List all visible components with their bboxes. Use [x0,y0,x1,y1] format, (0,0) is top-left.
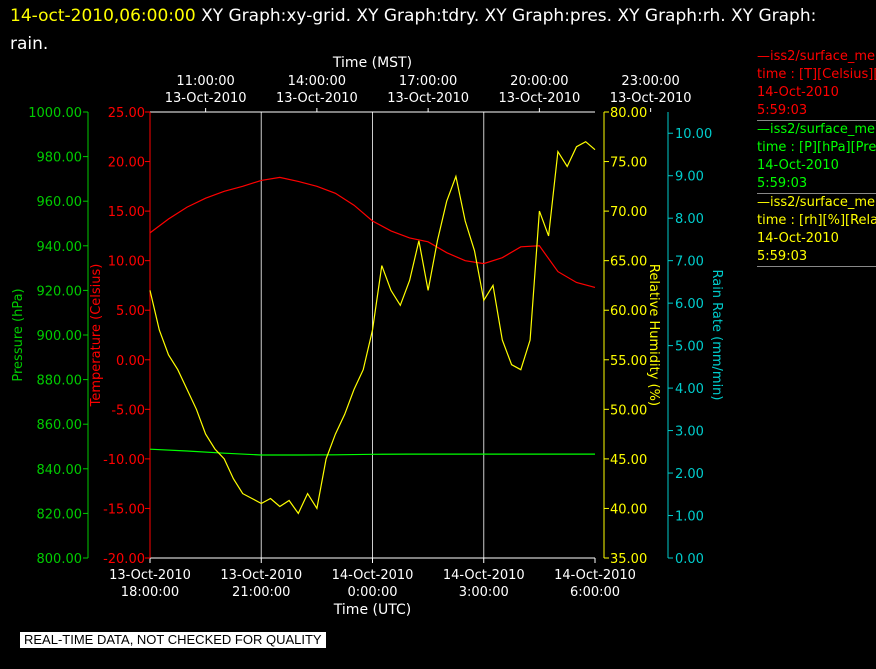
rh-axis-tick-label: 45.00 [610,453,647,468]
pressure-axis-tick-label: 960.00 [37,195,83,210]
legend-entry-temperature[interactable]: —iss2/surface_me time : [T][Celsius][T 1… [757,48,876,121]
legend-series-desc: time : [P][hPa][Pres [757,140,876,155]
pressure-axis-tick-label: 820.00 [37,507,83,522]
rain-axis-tick-label: 2.00 [675,467,704,482]
rain-axis-title: Rain Rate (mm/min) [709,269,724,400]
legend-divider [757,266,876,267]
temperature-axis-tick-label: -20.00 [103,552,145,567]
rh-axis-tick-label: 40.00 [610,502,647,517]
top-axis-tick-date: 13-Oct-2010 [610,91,692,106]
legend-series-date: 14-Oct-2010 [757,231,839,246]
rain-axis-tick-label: 5.00 [675,340,704,355]
pressure-axis-tick-label: 840.00 [37,463,83,478]
pressure-axis-title: Pressure (hPa) [11,288,26,381]
quality-banner: REAL-TIME DATA, NOT CHECKED FOR QUALITY [20,632,326,648]
temperature-axis-tick-label: 20.00 [108,156,145,171]
rh-axis-tick-label: 65.00 [610,255,647,270]
legend-series-time: 5:59:03 [757,103,808,118]
top-axis-tick-time: 11:00:00 [176,74,234,89]
bottom-axis-tick-date: 14-Oct-2010 [554,568,636,583]
rh-series-line [149,140,596,515]
rain-axis-tick-label: 3.00 [675,425,704,440]
top-axis-tick-date: 13-Oct-2010 [387,91,469,106]
rain-axis-tick-label: 4.00 [675,382,704,397]
legend-divider [757,120,876,121]
bottom-axis-tick-time: 0:00:00 [347,585,397,600]
legend-entry-rh[interactable]: —iss2/surface_me time : [rh][%][Relati 1… [757,194,876,267]
rh-axis-tick-label: 35.00 [610,552,647,567]
legend-series-name: —iss2/surface_me [757,49,876,64]
bottom-axis-tick-date: 14-Oct-2010 [332,568,414,583]
rain-axis-tick-label: 0.00 [675,552,704,567]
pressure-axis-tick-label: 860.00 [37,418,83,433]
bottom-axis-tick-time: 6:00:00 [570,585,620,600]
pressure-axis-tick-label: 980.00 [37,151,83,166]
temperature-axis-tick-label: -15.00 [103,502,145,517]
legend-series-desc: time : [rh][%][Relati [757,213,876,228]
temperature-axis-tick-label: -10.00 [103,453,145,468]
temperature-axis-tick-label: 5.00 [116,304,145,319]
bottom-axis-tick-date: 13-Oct-2010 [220,568,302,583]
top-axis-tick-date: 13-Oct-2010 [498,91,580,106]
rh-axis-tick-label: 75.00 [610,156,647,171]
header-graph-list-cont: rain. [10,34,49,54]
rh-axis-tick-label: 70.00 [610,205,647,220]
rh-axis-tick-label: 80.00 [610,106,647,121]
legend-series-time: 5:59:03 [757,249,808,264]
bottom-axis-tick-date: 14-Oct-2010 [443,568,525,583]
header: 14-oct-2010,06:00:00 XY Graph:xy-grid. X… [10,2,860,58]
legend-series-date: 14-Oct-2010 [757,158,839,173]
top-axis-tick-date: 13-Oct-2010 [165,91,247,106]
rain-axis-tick-label: 1.00 [675,510,704,525]
legend-series-desc: time : [T][Celsius][T [757,67,876,82]
temperature-axis-tick-label: -5.00 [111,403,145,418]
top-axis-tick-time: 14:00:00 [288,74,346,89]
rh-axis-title: Relative Humidity (%) [646,264,661,406]
rain-axis-tick-label: 7.00 [675,255,704,270]
pressure-axis-tick-label: 880.00 [37,374,83,389]
pressure-axis-tick-label: 1000.00 [28,106,82,121]
legend-series-time: 5:59:03 [757,176,808,191]
legend-entry-pressure[interactable]: —iss2/surface_me time : [P][hPa][Pres 14… [757,121,876,194]
pressure-series-line [149,448,595,456]
bottom-axis-title: Time (UTC) [333,602,411,618]
rh-axis-tick-label: 55.00 [610,354,647,369]
temperature-axis-title: Temperature (Celsius) [89,264,104,408]
legend-divider [757,193,876,194]
pressure-axis-tick-label: 900.00 [37,329,83,344]
temperature-axis-tick-label: 0.00 [116,354,145,369]
bottom-axis-tick-time: 3:00:00 [459,585,509,600]
rh-axis-tick-label: 50.00 [610,403,647,418]
rain-axis-tick-label: 9.00 [675,170,704,185]
top-axis-tick-date: 13-Oct-2010 [276,91,358,106]
rh-axis-tick-label: 60.00 [610,304,647,319]
temperature-axis-tick-label: 10.00 [108,255,145,270]
rain-axis-tick-label: 10.00 [675,127,712,142]
bottom-axis-tick-time: 18:00:00 [121,585,179,600]
top-axis-title: Time (MST) [332,55,412,71]
legend-series-date: 14-Oct-2010 [757,85,839,100]
legend-series-name: —iss2/surface_me [757,195,876,210]
temperature-axis-tick-label: 25.00 [108,106,145,121]
legend-series-name: —iss2/surface_me [757,122,876,137]
top-axis-tick-time: 23:00:00 [621,74,679,89]
header-timestamp: 14-oct-2010,06:00:00 [10,6,196,26]
pressure-axis-tick-label: 800.00 [37,552,83,567]
temperature-series-line [149,176,596,288]
bottom-axis-tick-date: 13-Oct-2010 [109,568,191,583]
top-axis-tick-time: 20:00:00 [510,74,568,89]
rain-axis-tick-label: 6.00 [675,297,704,312]
bottom-axis-tick-time: 21:00:00 [232,585,290,600]
top-axis-tick-time: 17:00:00 [399,74,457,89]
header-graph-list: XY Graph:xy-grid. XY Graph:tdry. XY Grap… [201,6,817,26]
pressure-axis-tick-label: 920.00 [37,284,83,299]
temperature-axis-tick-label: 15.00 [108,205,145,220]
pressure-axis-tick-label: 940.00 [37,240,83,255]
rain-axis-tick-label: 8.00 [675,212,704,227]
